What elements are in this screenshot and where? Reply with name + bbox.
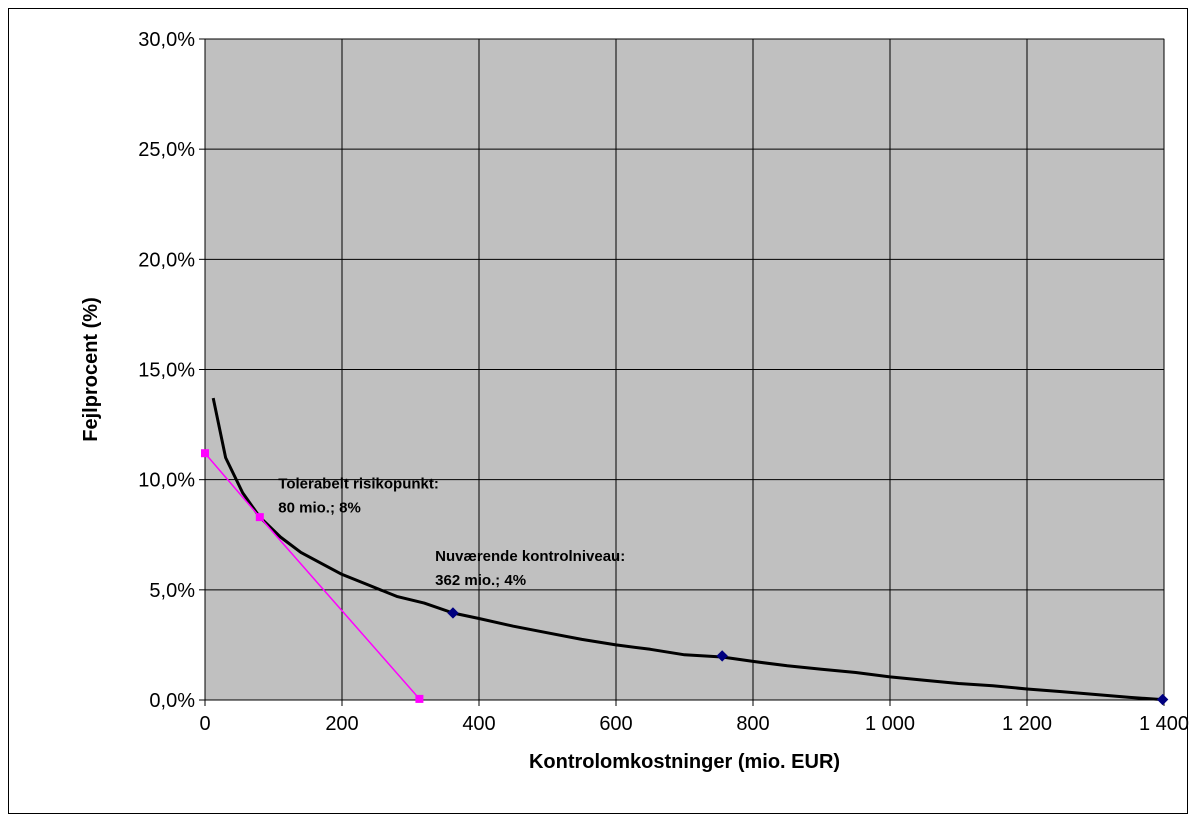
y-tick-label: 20,0% bbox=[138, 249, 195, 271]
x-tick-label: 600 bbox=[599, 713, 632, 735]
x-tick-label: 1 000 bbox=[865, 713, 915, 735]
gridlines bbox=[199, 38, 1165, 706]
data-point bbox=[255, 513, 264, 522]
data-point bbox=[1156, 693, 1169, 706]
series-layer bbox=[201, 397, 1169, 706]
annotation-line: 80 mio.; 8% bbox=[278, 499, 361, 516]
x-tick-label: 800 bbox=[736, 713, 769, 735]
x-tick-label: 0 bbox=[199, 713, 210, 735]
annotations: Tolerabelt risikopunkt: 80 mio.; 8% Nuvære… bbox=[278, 475, 625, 589]
annotation-line: Tolerabelt risikopunkt: bbox=[278, 475, 439, 492]
data-point bbox=[201, 449, 209, 458]
annotation-1: Nuværende kontrolniveau: 362 mio.; 4% bbox=[435, 548, 625, 589]
x-tick-label: 400 bbox=[462, 713, 495, 735]
x-axis-label: Kontrolomkostninger (mio. EUR) bbox=[529, 751, 840, 773]
annotation-line: Nuværende kontrolniveau: bbox=[435, 548, 625, 565]
y-tick-label: 25,0% bbox=[138, 139, 195, 161]
y-axis-label: Fejlprocent (%) bbox=[80, 297, 102, 441]
y-tick-label: 30,0% bbox=[138, 29, 195, 51]
y-tick-label: 10,0% bbox=[138, 470, 195, 492]
data-point bbox=[415, 694, 424, 703]
annotation-line: 362 mio.; 4% bbox=[435, 572, 526, 589]
series-line bbox=[211, 397, 1163, 702]
y-tick-label: 15,0% bbox=[138, 360, 195, 382]
series-1 bbox=[447, 607, 1169, 706]
x-tick-label: 1 200 bbox=[1002, 713, 1052, 735]
series-2 bbox=[201, 449, 424, 703]
data-point bbox=[447, 607, 459, 619]
y-tick-label: 0,0% bbox=[149, 690, 195, 712]
data-point bbox=[716, 650, 728, 662]
series-0 bbox=[211, 397, 1163, 702]
x-tick-label: 1 400 bbox=[1139, 713, 1189, 735]
tick-labels: 0,0% 5,0% 10,0% 15,0% 20,0% 25,0% 30,0% 0 200 400… bbox=[138, 29, 1189, 735]
x-tick-label: 200 bbox=[325, 713, 358, 735]
y-tick-label: 5,0% bbox=[149, 580, 195, 602]
annotation-0: Tolerabelt risikopunkt: 80 mio.; 8% bbox=[278, 475, 439, 516]
